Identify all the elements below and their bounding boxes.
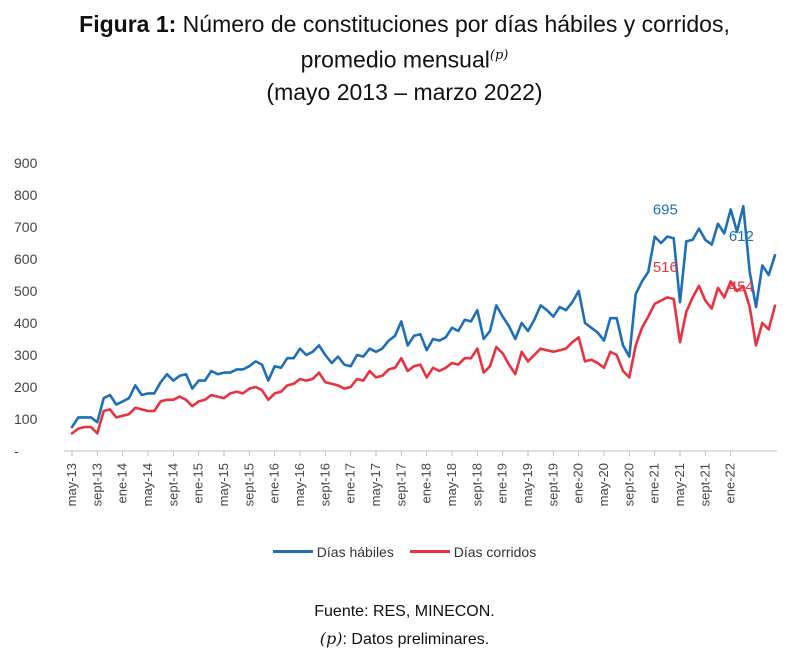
x-tick-label: may-13 bbox=[64, 463, 79, 506]
x-tick-label: ene-21 bbox=[647, 463, 662, 503]
x-tick-label: sept-20 bbox=[621, 463, 636, 506]
x-tick-label: may-18 bbox=[444, 463, 459, 506]
x-tick-label: ene-19 bbox=[495, 463, 510, 503]
x-tick-label: ene-22 bbox=[723, 463, 738, 503]
y-tick-label: 300 bbox=[14, 347, 38, 363]
chart-legend: Días hábiles Días corridos bbox=[0, 540, 809, 560]
title-text-1: Número de constituciones por días hábile… bbox=[182, 11, 730, 37]
y-tick-label: 700 bbox=[14, 219, 38, 235]
series-line-habiles bbox=[70, 204, 777, 429]
x-tick-label: sept-16 bbox=[317, 463, 332, 506]
legend-label-habiles: Días hábiles bbox=[316, 543, 394, 560]
source-note: Fuente: RES, MINECON. (p): Datos prelimi… bbox=[0, 598, 809, 653]
y-tick-label: 500 bbox=[14, 283, 38, 299]
y-tick-label: 900 bbox=[14, 155, 38, 171]
chart-title: Figura 1: Número de constituciones por d… bbox=[0, 8, 809, 108]
x-tick-label: may-15 bbox=[216, 463, 231, 506]
title-line-3: (mayo 2013 – marzo 2022) bbox=[0, 76, 809, 108]
title-line-1: Figura 1: Número de constituciones por d… bbox=[0, 8, 809, 40]
x-tick-label: may-14 bbox=[140, 463, 155, 506]
x-tick-label: may-17 bbox=[368, 463, 383, 506]
x-tick-label: sept-17 bbox=[393, 463, 408, 506]
x-tick-label: sept-14 bbox=[165, 463, 180, 506]
preliminary-text: : Datos preliminares. bbox=[342, 631, 490, 648]
y-tick-label: 600 bbox=[14, 251, 38, 267]
legend-swatch-habiles bbox=[272, 550, 313, 553]
source-line: Fuente: RES, MINECON. bbox=[314, 603, 495, 620]
title-period: (mayo 2013 – marzo 2022) bbox=[266, 78, 543, 105]
x-tick-label: ene-17 bbox=[343, 463, 358, 503]
data-label: 454 bbox=[729, 279, 754, 296]
x-tick-label: ene-16 bbox=[267, 463, 282, 503]
data-label: 612 bbox=[729, 228, 754, 245]
title-text-2: promedio mensual bbox=[300, 46, 490, 73]
legend-label-corridos: Días corridos bbox=[453, 543, 537, 560]
title-line-2: promedio mensual(p) bbox=[0, 40, 809, 76]
x-tick-label: ene-20 bbox=[571, 463, 586, 503]
x-tick-label: sept-19 bbox=[545, 463, 560, 506]
x-tick-label: sept-13 bbox=[89, 463, 104, 506]
x-tick-label: sept-21 bbox=[697, 463, 712, 506]
x-tick-label: ene-14 bbox=[115, 463, 130, 503]
series-line-corridos bbox=[70, 280, 777, 435]
x-tick-label: sept-18 bbox=[469, 463, 484, 506]
x-tick-label: may-21 bbox=[672, 463, 687, 506]
legend-item-habiles: Días hábiles bbox=[272, 543, 394, 560]
preliminary-note: (p): Datos preliminares. bbox=[0, 625, 809, 653]
preliminary-superscript: (p) bbox=[489, 48, 509, 63]
x-tick-label: may-20 bbox=[596, 463, 611, 506]
y-tick-label: 400 bbox=[14, 315, 38, 331]
preliminary-mark: (p) bbox=[319, 629, 343, 648]
x-tick-label: may-19 bbox=[520, 463, 535, 506]
y-tick-label: 800 bbox=[14, 187, 38, 203]
legend-swatch-corridos bbox=[409, 550, 450, 553]
x-tick-label: may-16 bbox=[292, 463, 307, 506]
y-tick-label: - bbox=[14, 443, 19, 459]
legend-item-corridos: Días corridos bbox=[409, 543, 537, 560]
figure-label: Figura 1: bbox=[79, 11, 177, 37]
x-tick-label: ene-18 bbox=[419, 463, 434, 503]
y-tick-label: 200 bbox=[14, 379, 38, 395]
x-tick-label: ene-15 bbox=[191, 463, 206, 503]
data-label: 695 bbox=[653, 202, 678, 219]
y-tick-label: 100 bbox=[14, 411, 38, 427]
line-chart: - 100 200 300 400 500 600 700 800 900 may-13 sept-1… bbox=[14, 155, 777, 506]
data-label: 516 bbox=[653, 259, 678, 276]
x-tick-label: sept-15 bbox=[241, 463, 256, 506]
